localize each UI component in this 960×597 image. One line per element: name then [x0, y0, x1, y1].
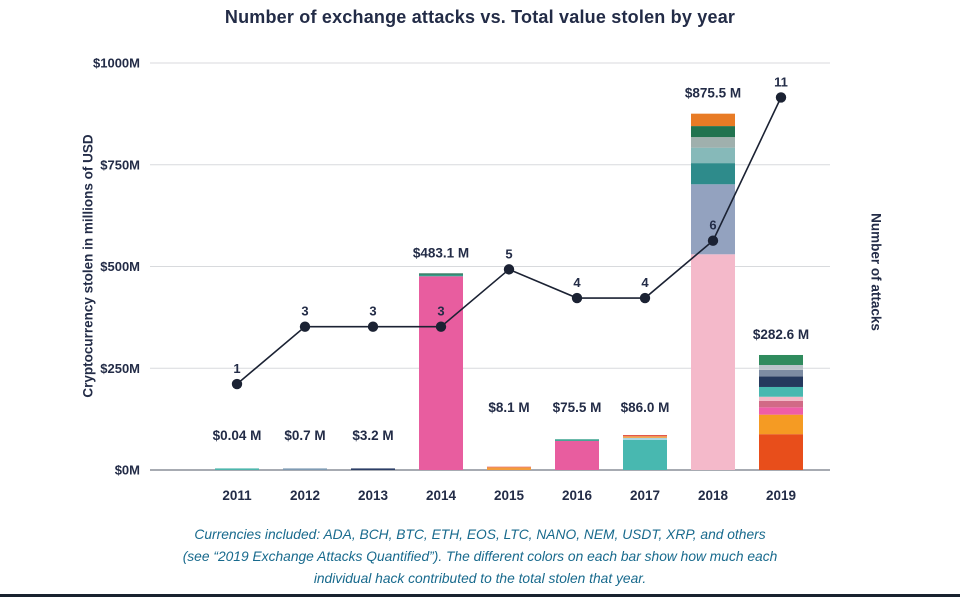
- bottom-border: [0, 594, 960, 597]
- attack-count-label: 1: [233, 361, 240, 376]
- bar-value-label: $86.0 M: [621, 400, 670, 415]
- attack-count-label: 11: [774, 74, 788, 89]
- bar-2015: [487, 466, 531, 470]
- bar-value-label: $282.6 M: [753, 327, 809, 342]
- bar-2018: [691, 113, 735, 470]
- bar-2011: [215, 468, 259, 470]
- bar-segment: [691, 137, 735, 148]
- y-axis-tick-label: $250M: [100, 361, 140, 376]
- bar-segment: [759, 400, 803, 408]
- bar-segment: [759, 407, 803, 415]
- bar-segment: [623, 437, 667, 440]
- bar-segment: [759, 414, 803, 435]
- bar-segment: [759, 364, 803, 370]
- attacks-line-point: [299, 321, 311, 332]
- x-axis-year-label: 2011: [222, 488, 252, 503]
- bar-value-label: $875.5 M: [685, 86, 741, 101]
- x-axis-year-label: 2012: [290, 488, 320, 503]
- bar-segment: [691, 147, 735, 164]
- x-axis-year-label: 2015: [494, 488, 525, 503]
- bar-value-label: $8.1 M: [488, 400, 529, 415]
- bar-value-label: $0.04 M: [213, 428, 262, 443]
- bar-segment: [555, 440, 599, 470]
- x-axis-year-label: 2018: [698, 488, 729, 503]
- bar-segment: [623, 434, 667, 437]
- attacks-line-point: [571, 292, 583, 304]
- attacks-line: 1 3 3 3 5 4 4 6 11: [231, 74, 788, 390]
- bar-segment: [419, 273, 463, 275]
- chart-caption: Currencies included: ADA, BCH, BTC, ETH,…: [0, 524, 960, 590]
- attack-count-label: 3: [369, 304, 376, 319]
- bar-segment: [759, 376, 803, 387]
- bar-segment: [351, 468, 395, 470]
- bar-segment: [691, 163, 735, 185]
- caption-line: Currencies included: ADA, BCH, BTC, ETH,…: [194, 527, 766, 542]
- bar-segment: [759, 369, 803, 377]
- attack-count-label: 3: [301, 304, 308, 319]
- bar-segment: [759, 434, 803, 470]
- attack-count-label: 4: [573, 275, 581, 290]
- bar-segment: [419, 274, 463, 277]
- attack-count-label: 4: [641, 275, 649, 290]
- attacks-line-point: [435, 321, 447, 332]
- attacks-line-point: [639, 292, 651, 304]
- bar-value-label: $0.7 M: [284, 428, 325, 443]
- caption-line: individual hack contributed to the total…: [313, 571, 647, 587]
- attacks-line-point: [503, 264, 515, 275]
- bar-segment: [691, 113, 735, 127]
- bar-segment: [487, 467, 531, 470]
- attack-count-label: 5: [505, 246, 512, 261]
- attacks-line-point: [707, 235, 719, 246]
- bar-segment: [419, 276, 463, 470]
- bar-segment: [283, 468, 327, 470]
- bar-segment: [487, 466, 531, 468]
- bar-segment: [555, 439, 599, 441]
- x-axis-year-label: 2017: [630, 488, 660, 503]
- bar-value-label: $75.5 M: [553, 400, 602, 415]
- caption-line: (see “2019 Exchange Attacks Quantified”)…: [182, 549, 778, 565]
- bar-segment: [759, 396, 803, 401]
- bar-2019: [759, 354, 803, 470]
- attacks-line-point: [775, 92, 787, 103]
- bars: [215, 113, 803, 470]
- bar-segment: [623, 436, 667, 438]
- bar-value-labels: $0.04 M $0.7 M $3.2 M $483.1 M $8.1 M $75.5 M…: [213, 86, 810, 443]
- bar-value-label: $3.2 M: [352, 428, 393, 443]
- attacks-line-point: [231, 378, 243, 390]
- y-axis-tick-label: $1000M: [93, 56, 140, 71]
- x-axis-year-label: 2019: [766, 488, 796, 503]
- bar-segment: [623, 439, 667, 470]
- bar-2012: [283, 468, 327, 470]
- x-axis-labels: 2011 2012 2013 2014 2015 2016 2017 2018 2019: [222, 488, 796, 503]
- bar-segment: [215, 468, 259, 470]
- bar-segment: [759, 354, 803, 365]
- chart-title: Number of exchange attacks vs. Total val…: [224, 7, 736, 27]
- y-axis-tick-label: $0M: [115, 463, 140, 478]
- bar-2013: [351, 468, 395, 470]
- x-axis-year-label: 2013: [358, 488, 389, 503]
- attacks-line-point: [367, 321, 379, 332]
- bar-2016: [555, 439, 599, 470]
- x-axis-year-label: 2014: [426, 488, 457, 503]
- y-axis-ticks: $0M $250M $500M $750M $1000M: [93, 56, 140, 478]
- attack-count-label: 3: [437, 304, 444, 319]
- bar-segment: [759, 386, 803, 397]
- bar-2014: [419, 273, 463, 470]
- bar-segment: [691, 126, 735, 138]
- bar-2017: [623, 434, 667, 470]
- attack-count-label: 6: [709, 218, 716, 233]
- bar-value-label: $483.1 M: [413, 245, 469, 260]
- y-axis-tick-label: $750M: [100, 157, 140, 172]
- y-axis-tick-label: $500M: [100, 259, 140, 274]
- bar-segment: [691, 254, 735, 470]
- x-axis-year-label: 2016: [562, 488, 593, 503]
